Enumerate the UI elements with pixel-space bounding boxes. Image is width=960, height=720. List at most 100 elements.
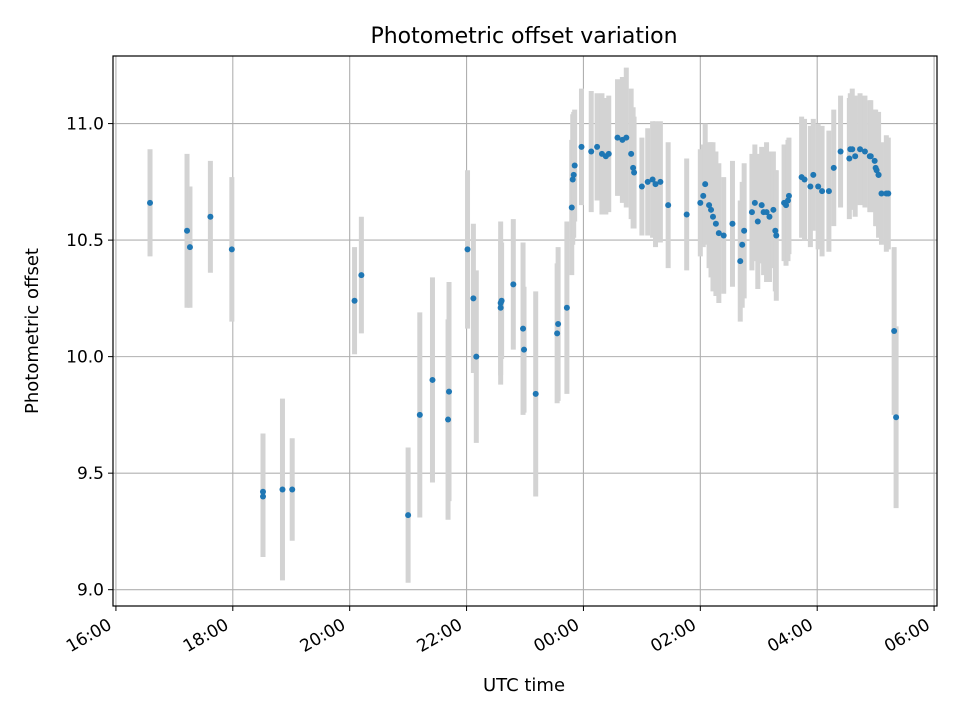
- data-point: [207, 213, 214, 220]
- data-point: [712, 220, 719, 227]
- data-point: [801, 176, 808, 183]
- data-point: [846, 155, 853, 162]
- data-point: [473, 353, 480, 360]
- data-point: [766, 213, 773, 220]
- data-point: [464, 246, 471, 253]
- data-point: [631, 169, 638, 176]
- data-point: [830, 164, 837, 171]
- data-point: [416, 411, 423, 418]
- data-point: [852, 153, 859, 160]
- data-point: [569, 176, 576, 183]
- data-point: [893, 414, 900, 421]
- data-point: [697, 199, 704, 206]
- data-point: [861, 148, 868, 155]
- data-point: [785, 192, 792, 199]
- data-point: [709, 213, 716, 220]
- data-point: [630, 164, 637, 171]
- data-point: [186, 244, 193, 251]
- data-points: [147, 134, 900, 519]
- data-point: [810, 171, 817, 178]
- data-point: [358, 272, 365, 279]
- data-point: [510, 281, 517, 288]
- x-axis-label: UTC time: [483, 675, 565, 696]
- y-tick-label: 11.0: [66, 115, 104, 135]
- data-point: [594, 143, 601, 150]
- y-tick-label: 9.5: [77, 464, 104, 484]
- data-point: [445, 416, 452, 423]
- data-point: [772, 227, 779, 234]
- data-point: [737, 258, 744, 265]
- y-tick-label: 10.5: [66, 231, 104, 251]
- data-point: [628, 150, 635, 157]
- data-point: [873, 167, 880, 174]
- data-point: [825, 188, 832, 195]
- data-point: [555, 321, 562, 328]
- data-point: [748, 209, 755, 216]
- data-point: [702, 181, 709, 188]
- y-tick-label: 10.0: [66, 348, 104, 368]
- data-point: [819, 188, 826, 195]
- data-point: [867, 153, 874, 160]
- data-point: [657, 178, 664, 185]
- data-point: [571, 162, 578, 169]
- data-point: [652, 181, 659, 188]
- data-point: [875, 171, 882, 178]
- data-point: [570, 171, 577, 178]
- data-point: [147, 199, 154, 206]
- data-point: [706, 202, 713, 209]
- data-point: [184, 227, 191, 234]
- data-point: [532, 390, 539, 397]
- data-point: [700, 192, 707, 199]
- data-point: [563, 304, 570, 311]
- data-point: [715, 230, 722, 237]
- data-point: [849, 146, 856, 153]
- data-point: [259, 488, 266, 495]
- data-point: [405, 512, 412, 519]
- data-point: [665, 202, 672, 209]
- data-point: [644, 178, 651, 185]
- data-point: [578, 143, 585, 150]
- data-point: [279, 486, 286, 493]
- data-point: [520, 325, 527, 332]
- data-point: [623, 134, 630, 141]
- data-point: [739, 241, 746, 248]
- data-point: [568, 204, 575, 211]
- data-point: [497, 304, 504, 311]
- data-point: [885, 190, 892, 197]
- data-point: [588, 148, 595, 155]
- data-point: [605, 150, 612, 157]
- chart-title: Photometric offset variation: [370, 24, 677, 49]
- data-point: [521, 346, 528, 353]
- data-point: [554, 330, 561, 337]
- data-point: [783, 202, 790, 209]
- data-point: [773, 232, 780, 239]
- data-point: [351, 297, 358, 304]
- data-point: [891, 328, 898, 334]
- data-point: [807, 183, 814, 190]
- plot-area-frame: [112, 55, 938, 607]
- data-point: [754, 218, 761, 225]
- data-point: [708, 206, 715, 213]
- data-point: [837, 148, 844, 155]
- data-point: [614, 134, 621, 141]
- data-point: [751, 199, 758, 206]
- data-point: [470, 295, 477, 302]
- data-point: [857, 146, 864, 153]
- data-point: [878, 190, 885, 197]
- data-point: [770, 206, 777, 213]
- data-point: [429, 376, 436, 383]
- data-point: [228, 246, 235, 253]
- data-point: [446, 388, 453, 395]
- data-point: [871, 157, 878, 164]
- data-point: [289, 486, 296, 493]
- y-tick-label: 9.0: [77, 581, 104, 601]
- data-point: [638, 183, 645, 190]
- data-point: [758, 202, 765, 209]
- y-axis-label: Photometric offset: [22, 248, 43, 414]
- data-point: [729, 220, 736, 227]
- data-point: [649, 176, 656, 183]
- data-point: [683, 211, 690, 218]
- data-point: [741, 227, 748, 234]
